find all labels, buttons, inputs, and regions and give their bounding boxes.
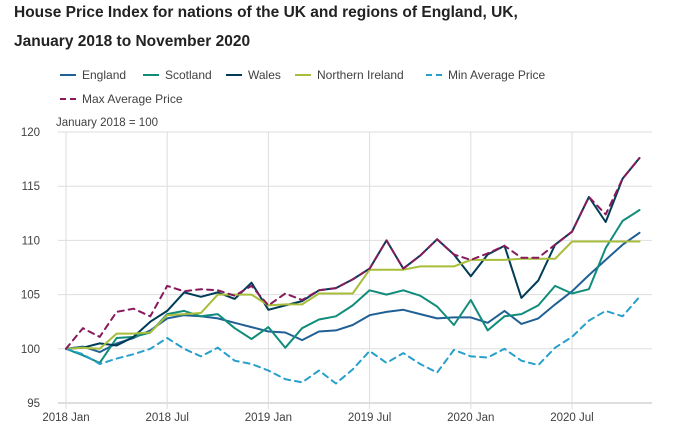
y-tick-label: 115 — [22, 181, 40, 193]
legend-label-england: England — [82, 68, 127, 82]
y-tick-label: 110 — [22, 235, 40, 247]
series-line-min-average-price — [65, 295, 641, 385]
series-line-england — [65, 231, 641, 354]
legend-label-wales: Wales — [248, 68, 281, 82]
legend-swatch-england — [60, 74, 76, 76]
chart-title-line-2: January 2018 to November 2020 — [14, 33, 251, 50]
x-tick-label: 2019 Jul — [348, 412, 391, 424]
legend-swatch-northern-ireland — [295, 74, 311, 76]
series-line-max-average-price — [65, 157, 641, 350]
legend-item-wales[interactable]: Wales — [226, 68, 281, 82]
y-axis-label: January 2018 = 100 — [56, 117, 158, 129]
x-tick-label: 2020 Jul — [550, 412, 593, 424]
legend-label-northern-ireland: Northern Ireland — [317, 68, 404, 82]
legend-label-min-average-price: Min Average Price — [448, 68, 546, 82]
legend-item-england[interactable]: England — [60, 68, 126, 82]
x-tick-label: 2019 Jan — [245, 412, 292, 424]
series-line-scotland — [65, 209, 641, 364]
legend-label-max-average-price: Max Average Price — [82, 92, 183, 106]
series-line-northern-ireland — [65, 240, 641, 350]
y-tick-label: 100 — [21, 344, 40, 356]
y-tick-label: 105 — [21, 290, 40, 302]
legend-item-northern-ireland[interactable]: Northern Ireland — [295, 68, 404, 82]
legend-swatch-wales — [226, 74, 242, 76]
legend-swatch-scotland — [143, 74, 159, 76]
legend-item-scotland[interactable]: Scotland — [143, 68, 212, 82]
legend-swatch-max-average-price — [60, 98, 76, 100]
x-tick-label: 2020 Jan — [447, 412, 494, 424]
legend-swatch-min-average-price — [426, 74, 442, 76]
y-tick-label: 120 — [21, 127, 40, 139]
chart-title-line-1: House Price Index for nations of the UK … — [14, 4, 518, 21]
x-tick-label: 2018 Jul — [145, 412, 188, 424]
y-tick-label: 95 — [27, 398, 40, 410]
legend-item-min-average-price[interactable]: Min Average Price — [426, 68, 545, 82]
legend-label-scotland: Scotland — [165, 68, 212, 82]
legend-item-max-average-price[interactable]: Max Average Price — [60, 92, 183, 106]
x-tick-label: 2018 Jan — [42, 412, 89, 424]
